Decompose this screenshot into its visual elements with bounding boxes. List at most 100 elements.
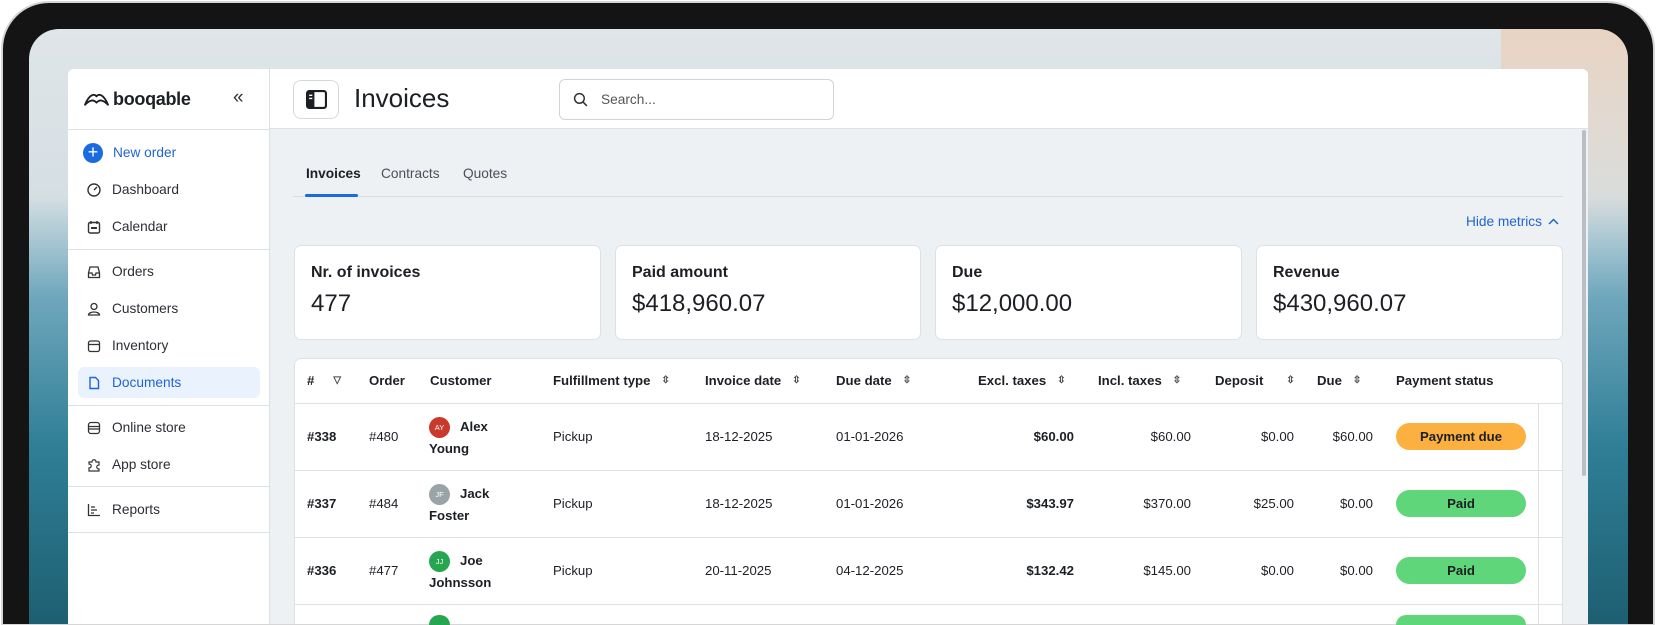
sidebar-panel-icon [305, 90, 327, 109]
table-row[interactable]: #337 #484 JF Jack Foster Pickup 18-12-2025… [295, 470, 1562, 537]
calendar-icon [85, 218, 102, 235]
logo[interactable]: booqable [84, 89, 191, 110]
column-divider [1538, 403, 1539, 624]
deposit: $0.00 [1260, 429, 1294, 444]
dashboard-icon [85, 181, 102, 198]
metric-card-revenue: Revenue $430,960.07 [1256, 245, 1563, 340]
avatar: JJ [429, 551, 450, 573]
excl-taxes: $343.97 [1026, 496, 1074, 511]
invoice-number[interactable]: #338 [307, 429, 337, 444]
plus-icon: + [83, 142, 103, 163]
sidebar-item-calendar[interactable]: Calendar [78, 211, 260, 242]
due-amount: $0.00 [1339, 496, 1373, 511]
table-row[interactable] [295, 604, 1562, 625]
incl-taxes: $60.00 [1150, 429, 1191, 444]
sidebar-item-orders[interactable]: Orders [78, 256, 260, 287]
sort-icon: ⇳ [1172, 374, 1182, 386]
excl-taxes: $60.00 [1033, 429, 1074, 444]
user-icon [85, 300, 102, 317]
tab-quotes[interactable]: Quotes [463, 166, 508, 181]
metric-value: $430,960.07 [1273, 290, 1407, 317]
sort-icon: ⇳ [661, 374, 670, 386]
status-badge [1396, 615, 1526, 625]
invoices-table: # ▽ Order Customer Fulfillment type ⇳ Invo… [294, 358, 1563, 625]
order-number[interactable]: #477 [369, 563, 399, 578]
tab-invoices[interactable]: Invoices [306, 166, 361, 181]
due-date: 04-12-2025 [836, 563, 904, 578]
collapse-sidebar-icon[interactable]: « [233, 87, 244, 108]
column-header-excl-taxes[interactable]: Excl. taxes ⇳ [978, 373, 1066, 388]
sidebar-item-documents[interactable]: Documents [78, 367, 260, 398]
table-row[interactable]: #336 #477 JJ Joe Johnsson Pickup 20-11-202… [295, 537, 1562, 604]
deposit: $0.00 [1260, 563, 1294, 578]
incl-taxes: $145.00 [1143, 563, 1191, 578]
tab-divider [293, 196, 1563, 197]
column-header-due[interactable]: Due ⇳ [1317, 373, 1362, 388]
fulfillment-type: Pickup [553, 563, 593, 578]
due-date: 01-01-2026 [836, 496, 904, 511]
column-header-due-date[interactable]: Due date ⇳ [836, 373, 912, 388]
status-badge: Paid [1396, 490, 1526, 517]
column-header-invoice-date[interactable]: Invoice date ⇳ [705, 373, 801, 388]
metric-card-paid: Paid amount $418,960.07 [615, 245, 921, 340]
store-icon [85, 419, 102, 436]
order-number[interactable]: #484 [369, 496, 399, 511]
metric-value: 477 [311, 290, 352, 317]
metric-label: Nr. of invoices [311, 264, 421, 281]
metric-card-invoices: Nr. of invoices 477 [294, 245, 601, 340]
column-header-incl-taxes[interactable]: Incl. taxes ⇳ [1098, 373, 1182, 388]
invoice-date: 20-11-2025 [705, 563, 772, 578]
sort-icon: ⇳ [1057, 374, 1066, 386]
deposit: $25.00 [1253, 496, 1294, 511]
sidebar: booqable « + New order Dashboard Calendar… [68, 69, 270, 624]
column-header-customer[interactable]: Customer [430, 373, 492, 388]
column-header-number[interactable]: # ▽ [307, 373, 342, 388]
new-order-button[interactable]: + New order [78, 137, 260, 168]
due-date: 01-01-2026 [836, 429, 904, 444]
sidebar-item-app-store[interactable]: App store [78, 449, 260, 480]
tab-contracts[interactable]: Contracts [381, 166, 440, 181]
order-number[interactable]: #480 [369, 429, 399, 444]
column-header-payment-status: Payment status [1396, 373, 1494, 388]
sort-desc-icon: ▽ [333, 374, 342, 386]
invoice-number[interactable]: #337 [307, 496, 337, 511]
chevron-up-icon [1548, 218, 1559, 225]
customer-name[interactable]: AY Alex Young [429, 417, 488, 457]
search-input[interactable]: Search... [559, 79, 834, 120]
booqable-logo-icon [84, 93, 109, 106]
table-row[interactable]: #338 #480 AY Alex Young Pickup 18-12-2025 … [295, 403, 1562, 470]
invoice-date: 18-12-2025 [705, 496, 773, 511]
box-icon [85, 337, 102, 354]
top-bar: Invoices Search... [270, 69, 1588, 129]
sort-icon: ⇳ [1286, 374, 1295, 386]
sort-icon: ⇳ [902, 374, 912, 386]
customer-name[interactable]: JJ Joe Johnsson [429, 551, 492, 591]
puzzle-icon [85, 456, 102, 473]
page-title: Invoices [354, 83, 450, 113]
metric-label: Paid amount [632, 264, 729, 281]
column-header-order[interactable]: Order [369, 373, 405, 388]
metric-label: Revenue [1273, 264, 1340, 281]
sidebar-item-customers[interactable]: Customers [78, 293, 260, 324]
sidebar-item-online-store[interactable]: Online store [78, 412, 260, 443]
chart-icon [85, 501, 102, 518]
column-header-fulfillment[interactable]: Fulfillment type ⇳ [553, 373, 670, 388]
sidebar-item-inventory[interactable]: Inventory [78, 330, 260, 361]
avatar: JF [429, 484, 450, 506]
hide-metrics-button[interactable]: Hide metrics [1466, 214, 1559, 229]
due-amount: $0.00 [1339, 563, 1373, 578]
customer-name[interactable]: JF Jack Foster [429, 484, 490, 524]
fulfillment-type: Pickup [553, 429, 593, 444]
column-header-deposit[interactable]: Deposit ⇳ [1215, 373, 1295, 388]
inbox-icon [85, 263, 102, 280]
incl-taxes: $370.00 [1143, 496, 1191, 511]
fulfillment-type: Pickup [553, 496, 593, 511]
scrollbar[interactable] [1582, 130, 1586, 476]
avatar: AY [429, 417, 450, 439]
metric-card-due: Due $12,000.00 [935, 245, 1242, 340]
sidebar-item-reports[interactable]: Reports [78, 494, 260, 525]
invoice-number[interactable]: #336 [307, 563, 337, 578]
app-window: booqable « + New order Dashboard Calendar… [68, 69, 1588, 625]
sidebar-item-dashboard[interactable]: Dashboard [78, 174, 260, 205]
toggle-sidebar-button[interactable] [293, 80, 339, 119]
